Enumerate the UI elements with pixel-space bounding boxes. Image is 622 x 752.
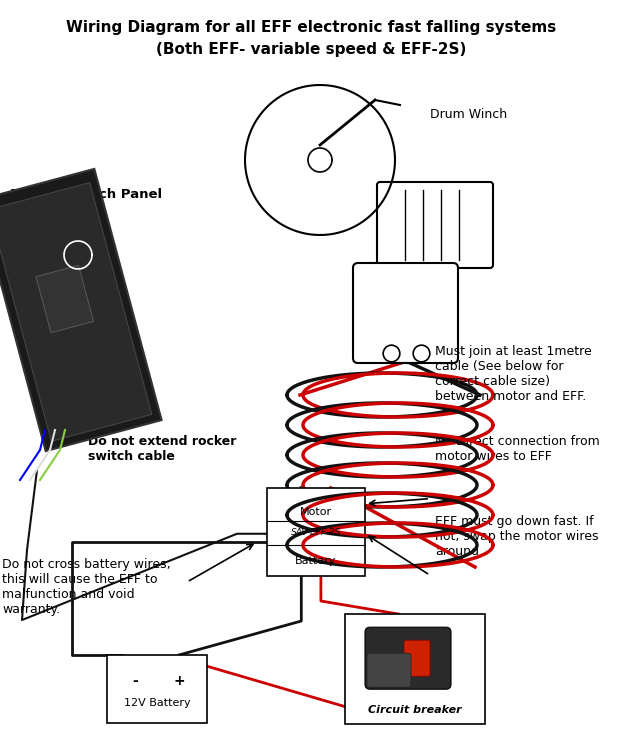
Text: Wiring Diagram for all EFF electronic fast falling systems: Wiring Diagram for all EFF electronic fa… — [66, 20, 556, 35]
Text: (Both EFF- variable speed & EFF-2S): (Both EFF- variable speed & EFF-2S) — [156, 42, 466, 57]
Text: Circuit breaker: Circuit breaker — [368, 705, 462, 715]
FancyBboxPatch shape — [365, 627, 451, 689]
FancyBboxPatch shape — [353, 263, 458, 363]
Text: Motor: Motor — [300, 508, 332, 517]
FancyBboxPatch shape — [404, 640, 430, 676]
FancyBboxPatch shape — [367, 653, 411, 687]
Text: Rocker Switch Panel: Rocker Switch Panel — [10, 188, 162, 201]
FancyBboxPatch shape — [377, 182, 493, 268]
Text: Drum Winch: Drum Winch — [430, 108, 507, 121]
FancyBboxPatch shape — [345, 614, 485, 724]
FancyBboxPatch shape — [107, 655, 207, 723]
Polygon shape — [36, 265, 93, 332]
Polygon shape — [0, 169, 162, 451]
Text: EFF must go down fast. If
not, swap the motor wires
around.: EFF must go down fast. If not, swap the … — [435, 515, 598, 558]
Text: 12V Battery: 12V Battery — [124, 698, 190, 708]
Text: +: + — [173, 674, 185, 688]
Text: Must join at least 1metre
cable (See below for
correct cable size)
between motor: Must join at least 1metre cable (See bel… — [435, 345, 592, 403]
Text: SAV-EFF-2S: SAV-EFF-2S — [291, 529, 341, 538]
Text: Battery: Battery — [295, 556, 337, 566]
Text: Do not cross battery wires,
this will cause the EFF to
malfunction and void
warr: Do not cross battery wires, this will ca… — [2, 558, 170, 616]
Text: Do not extend rocker
switch cable: Do not extend rocker switch cable — [88, 435, 236, 463]
Polygon shape — [0, 183, 152, 441]
Text: -: - — [132, 674, 138, 688]
FancyBboxPatch shape — [267, 488, 365, 576]
Text: No Direct connection from
motor wires to EFF: No Direct connection from motor wires to… — [435, 435, 600, 463]
